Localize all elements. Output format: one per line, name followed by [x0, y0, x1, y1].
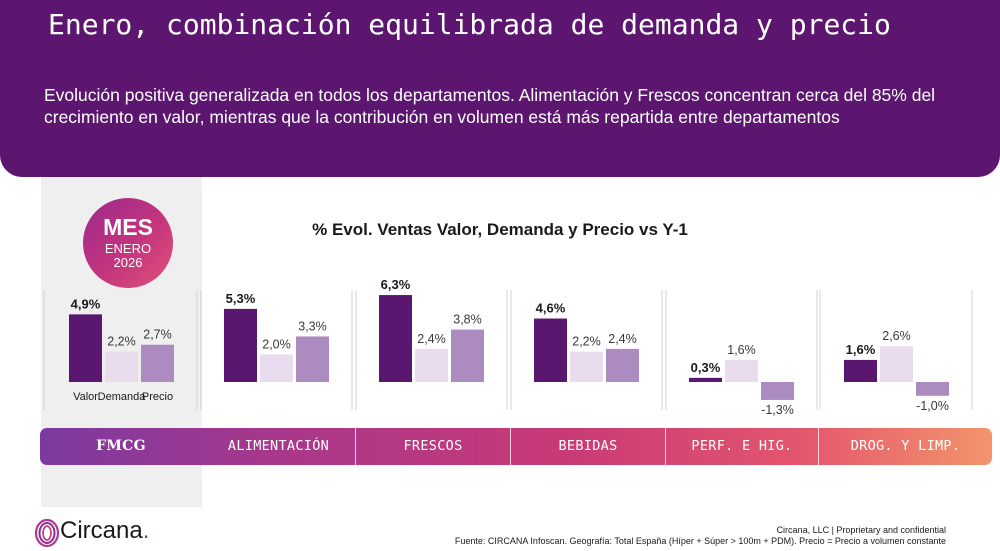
bar-demanda	[570, 351, 603, 382]
dept-label-perf-hig: PERF. E HIG.	[691, 438, 793, 454]
data-label-valor: 1,6%	[846, 342, 876, 357]
dept-separator	[510, 428, 511, 465]
data-label-demanda: 2,2%	[572, 335, 601, 349]
data-label-valor: 4,6%	[536, 301, 566, 316]
data-label-precio: -1,0%	[916, 399, 949, 413]
x-axis-label: Valor	[73, 391, 98, 403]
dept-separator	[818, 428, 819, 465]
header-banner: Enero, combinación equilibrada de demand…	[0, 0, 1000, 177]
page-title: Enero, combinación equilibrada de demand…	[48, 8, 891, 41]
bar-precio	[916, 382, 949, 396]
data-label-valor: 5,3%	[226, 291, 256, 306]
data-label-valor: 0,3%	[691, 360, 721, 375]
circana-logo: Circana.	[34, 515, 184, 549]
bar-demanda	[260, 354, 293, 382]
dept-label-drog-limp: DROG. Y LIMP.	[850, 438, 961, 454]
data-label-demanda: 2,0%	[262, 337, 291, 351]
bar-precio	[451, 329, 484, 382]
chart-title: % Evol. Ventas Valor, Demanda y Precio v…	[312, 220, 688, 239]
dept-label-fmcg: FMCG	[96, 438, 146, 454]
data-label-precio: 2,7%	[143, 328, 172, 342]
bar-precio	[296, 336, 329, 382]
bar-valor	[689, 377, 722, 382]
period-badge: MES ENERO 2026	[83, 198, 173, 288]
data-label-precio: 2,4%	[608, 332, 637, 346]
bar-demanda	[880, 346, 913, 382]
bar-demanda	[105, 351, 138, 382]
badge-year: 2026	[113, 255, 143, 270]
bar-valor	[379, 295, 412, 382]
footer-source: Fuente: CIRCANA Infoscan. Geografía: Tot…	[454, 536, 946, 546]
dept-separator	[665, 428, 666, 465]
data-label-precio: 3,8%	[453, 313, 482, 327]
x-axis-label: Precio	[142, 391, 173, 403]
bar-precio	[761, 382, 794, 400]
bar-demanda	[725, 359, 758, 382]
badge-period-type: MES	[103, 214, 153, 240]
bar-valor	[224, 308, 257, 382]
data-label-valor: 4,9%	[71, 296, 101, 311]
x-axis-label: Demanda	[98, 391, 147, 403]
circana-logo-text: Circana.	[60, 517, 150, 544]
bar-valor	[844, 359, 877, 382]
data-label-demanda: 2,2%	[107, 335, 136, 349]
bar-demanda	[415, 348, 448, 382]
data-label-demanda: 1,6%	[727, 343, 756, 357]
dept-label-alimentacion: ALIMENTACIÓN	[227, 438, 330, 454]
bar-precio	[141, 344, 174, 382]
page-subtitle: Evolución positiva generalizada en todos…	[44, 85, 936, 127]
bar-valor	[69, 314, 102, 382]
badge-month: ENERO	[104, 241, 152, 256]
data-label-demanda: 2,6%	[882, 329, 911, 343]
dept-separator	[355, 428, 356, 465]
footer-legal: Circana, LLC | Proprietary and confident…	[776, 525, 946, 535]
data-label-valor: 6,3%	[381, 277, 411, 292]
bar-valor	[534, 318, 567, 382]
department-bar: FMCG ALIMENTACIÓN FRESCOS BEBIDAS PERF. …	[40, 428, 992, 465]
data-label-precio: -1,3%	[761, 403, 794, 417]
dept-label-bebidas: BEBIDAS	[558, 438, 618, 454]
data-label-demanda: 2,4%	[417, 332, 446, 346]
dept-label-frescos: FRESCOS	[403, 438, 463, 454]
bar-precio	[606, 348, 639, 382]
circana-logo-icon	[34, 518, 60, 548]
data-label-precio: 3,3%	[298, 319, 327, 333]
